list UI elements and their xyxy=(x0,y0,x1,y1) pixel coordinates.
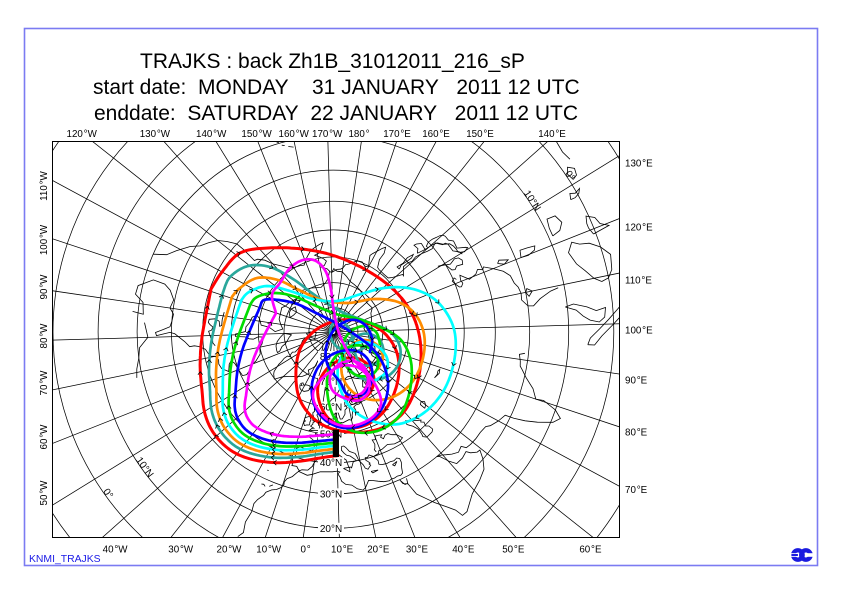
svg-text:130 °W: 130 °W xyxy=(140,129,171,140)
svg-text:130 °E: 130 °E xyxy=(625,159,653,170)
svg-text:60 °W: 60 °W xyxy=(39,424,50,450)
svg-text:40 °W: 40 °W xyxy=(103,545,129,556)
svg-text:180 °: 180 ° xyxy=(348,129,369,140)
svg-text:0 °: 0 ° xyxy=(301,545,311,556)
svg-text:100 °E: 100 °E xyxy=(625,326,653,337)
svg-text:KNMI_TRAJKS: KNMI_TRAJKS xyxy=(29,554,101,565)
svg-text:80°N: 80°N xyxy=(320,352,342,363)
svg-text:110 °W: 110 °W xyxy=(39,170,50,200)
svg-text:80 °E: 80 °E xyxy=(625,428,648,439)
svg-text:160 °W: 160 °W xyxy=(279,129,310,140)
svg-text:150 °W: 150 °W xyxy=(241,129,272,140)
svg-text:start date: MONDAY 31 JANU: start date: MONDAY 31 JANUARY 2011 12 UT… xyxy=(93,76,580,99)
svg-text:150 °E: 150 °E xyxy=(466,129,494,140)
svg-text:20 °E: 20 °E xyxy=(367,545,390,556)
svg-text:TRAJKS : back Zh1B_31012011_21: TRAJKS : back Zh1B_31012011_216_sP xyxy=(140,50,525,73)
svg-text:10 °E: 10 °E xyxy=(331,545,354,556)
svg-text:10 °W: 10 °W xyxy=(256,545,282,556)
svg-text:40°N: 40°N xyxy=(320,458,342,469)
svg-text:30 °W: 30 °W xyxy=(168,545,194,556)
svg-text:50 °W: 50 °W xyxy=(39,480,50,506)
svg-text:140 °W: 140 °W xyxy=(196,129,227,140)
svg-text:30°N: 30°N xyxy=(320,489,342,500)
svg-text:120 °W: 120 °W xyxy=(67,129,98,140)
svg-text:80 °W: 80 °W xyxy=(39,323,50,349)
svg-text:100 °W: 100 °W xyxy=(39,224,50,255)
svg-text:120 °E: 120 °E xyxy=(625,223,653,234)
svg-text:110 °E: 110 °E xyxy=(625,276,652,287)
svg-text:50 °E: 50 °E xyxy=(502,545,525,556)
svg-text:20 °W: 20 °W xyxy=(217,545,243,556)
svg-text:70 °W: 70 °W xyxy=(39,370,50,396)
svg-text:160 °E: 160 °E xyxy=(422,129,450,140)
svg-text:60 °E: 60 °E xyxy=(579,545,602,556)
svg-text:30 °E: 30 °E xyxy=(406,545,429,556)
svg-text:170 °W: 170 °W xyxy=(312,129,343,140)
svg-text:90 °W: 90 °W xyxy=(39,274,50,300)
svg-text:40 °E: 40 °E xyxy=(452,545,475,556)
svg-text:170 °E: 170 °E xyxy=(383,129,411,140)
svg-text:enddate: SATURDAY 22 JANUARY: enddate: SATURDAY 22 JANUARY 2011 12 UTC xyxy=(94,102,578,125)
svg-text:90 °E: 90 °E xyxy=(625,376,648,387)
svg-text:140 °E: 140 °E xyxy=(538,129,566,140)
svg-text:20°N: 20°N xyxy=(320,524,342,535)
svg-text:70 °E: 70 °E xyxy=(625,485,648,496)
